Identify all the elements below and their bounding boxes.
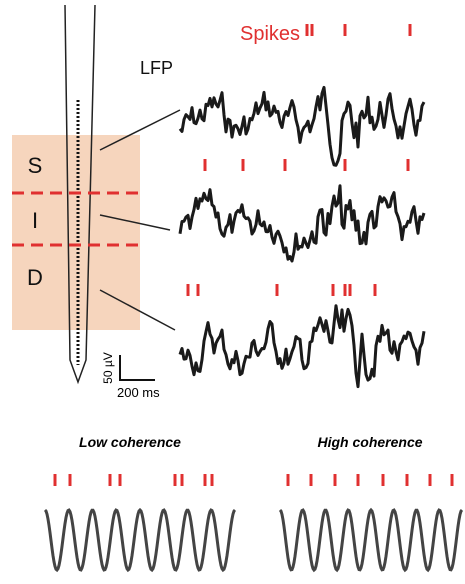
lfp-label: LFP (140, 58, 173, 78)
spike (405, 474, 409, 486)
spike (331, 284, 335, 296)
spike (381, 474, 385, 486)
spike (203, 474, 207, 486)
spike (173, 474, 177, 486)
layer-region (12, 135, 140, 330)
spike-marks (53, 24, 454, 486)
lfp-trace (178, 184, 426, 263)
spike (428, 474, 432, 486)
spike (406, 159, 410, 171)
spike (309, 474, 313, 486)
sine-wave (43, 507, 237, 573)
connectors (99, 109, 181, 331)
lfp-trace (178, 85, 426, 167)
lfp-trace (178, 304, 426, 389)
scale-bar (119, 355, 155, 381)
spikes-label: Spikes (240, 23, 300, 45)
spike (343, 284, 347, 296)
spike (373, 284, 377, 296)
spike (286, 474, 290, 486)
spike (343, 159, 347, 171)
spike (356, 474, 360, 486)
spike (343, 24, 347, 36)
spike (196, 284, 200, 296)
spike (53, 474, 57, 486)
spike (203, 159, 207, 171)
lfp-traces (178, 85, 426, 389)
spike (408, 24, 412, 36)
spike (450, 474, 454, 486)
spike (186, 284, 190, 296)
spike (333, 474, 337, 486)
scale-time: 200 ms (117, 385, 160, 400)
panel-title: Low coherence (79, 434, 181, 450)
spike (180, 474, 184, 486)
spike (348, 284, 352, 296)
panel-title: High coherence (317, 434, 422, 450)
spike (310, 24, 314, 36)
oscillations (43, 507, 464, 573)
scale-voltage: 50 µV (101, 352, 115, 384)
sine-wave (278, 507, 464, 573)
spike (283, 159, 287, 171)
layer-label: I (32, 208, 38, 233)
probe (64, 4, 96, 385)
layer-label: S (28, 153, 43, 178)
layer-label: D (27, 265, 43, 290)
spike (241, 159, 245, 171)
spike (275, 284, 279, 296)
spike (68, 474, 72, 486)
spike (118, 474, 122, 486)
spike (305, 24, 309, 36)
spike (108, 474, 112, 486)
spike (210, 474, 214, 486)
